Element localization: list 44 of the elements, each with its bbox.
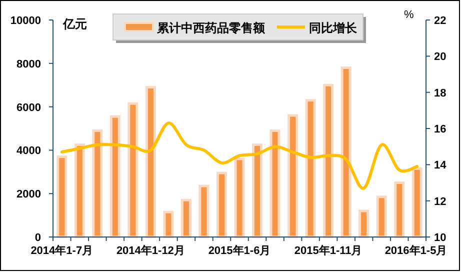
y-tick-label: 2000	[16, 188, 41, 201]
y2-tick-label: 12	[434, 196, 446, 208]
bar	[163, 210, 174, 238]
legend-label: 累计中西药品零售额	[156, 21, 266, 35]
bar	[376, 196, 387, 238]
y2-axis-title: %	[404, 9, 414, 21]
x-tick-label: 2014年1-12月	[116, 244, 185, 257]
y-tick-label: 0	[34, 232, 41, 244]
bar	[145, 86, 156, 238]
bar	[412, 167, 422, 238]
x-tick-label: 2016年1-5月	[384, 244, 448, 257]
bar	[216, 172, 227, 238]
bar	[92, 129, 103, 238]
legend-label: 同比增长	[309, 21, 358, 35]
bar	[180, 198, 192, 238]
x-tick-label: 2014年1-7月	[30, 244, 94, 257]
x-tick-label: 2015年1-11月	[294, 244, 362, 257]
bar	[128, 102, 138, 238]
y2-tick-label: 16	[434, 124, 446, 136]
y2-tick-label: 20	[434, 51, 446, 64]
bar	[110, 115, 120, 238]
y-axis-title: 亿元	[62, 17, 87, 31]
x-tick-label: 2015年1-6月	[208, 244, 271, 257]
y2-tick-label: 14	[434, 160, 448, 172]
y2-tick-label: 22	[434, 15, 446, 27]
bar	[323, 84, 334, 238]
bar	[358, 210, 370, 238]
bar	[198, 184, 210, 238]
y-tick-label: 4000	[16, 145, 41, 158]
y-tick-label: 10000	[10, 15, 41, 27]
bar	[288, 114, 298, 238]
line-series	[60, 122, 419, 190]
y-tick-label: 6000	[16, 102, 41, 114]
bar	[74, 144, 85, 238]
bar	[56, 155, 68, 238]
y2-tick-label: 18	[434, 87, 446, 100]
bar	[394, 182, 405, 238]
bar	[340, 66, 352, 238]
y2-tick-label: 10	[434, 232, 446, 244]
y-tick-label: 8000	[16, 58, 41, 70]
bar	[234, 158, 245, 238]
bar	[252, 144, 263, 238]
bar	[270, 129, 280, 238]
bar	[305, 99, 316, 238]
